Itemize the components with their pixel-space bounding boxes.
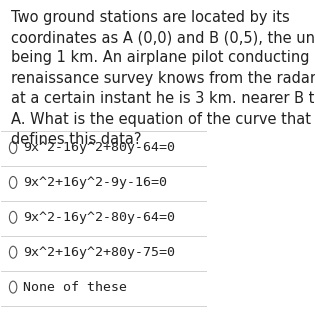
Text: 9x^2-16y^2+80y-64=0: 9x^2-16y^2+80y-64=0 [23,141,175,154]
Text: None of these: None of these [23,281,127,293]
Text: 9x^2-16y^2-80y-64=0: 9x^2-16y^2-80y-64=0 [23,211,175,224]
Text: 9x^2+16y^2+80y-75=0: 9x^2+16y^2+80y-75=0 [23,246,175,259]
Text: 9x^2+16y^2-9y-16=0: 9x^2+16y^2-9y-16=0 [23,176,167,189]
Text: Two ground stations are located by its
coordinates as A (0,0) and B (0,5), the u: Two ground stations are located by its c… [11,10,315,147]
